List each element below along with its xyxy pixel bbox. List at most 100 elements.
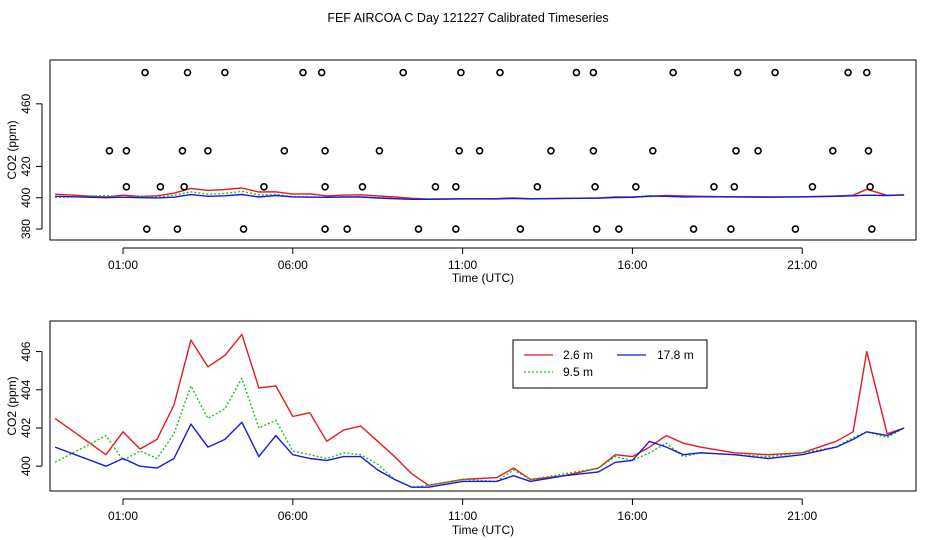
outlier-point (122, 182, 131, 191)
outlier-point (321, 182, 329, 191)
outlier-point (299, 68, 307, 77)
outlier-point (516, 225, 525, 233)
outlier-point (862, 68, 871, 77)
x-tick-label: 16:00 (617, 509, 647, 523)
outlier-point (866, 182, 874, 191)
outlier-point (591, 182, 599, 191)
y-tick-label: 400 (19, 187, 33, 207)
y-tick-label: 380 (19, 219, 33, 239)
y-tick-label: 400 (19, 456, 33, 476)
top-y-axis: 380 400 420 460 (19, 93, 43, 239)
top-series-layer (55, 187, 905, 201)
outlier-point (669, 68, 677, 77)
outlier-point (452, 182, 460, 191)
outlier-point (431, 182, 440, 191)
legend: 2.6 m 17.8 m 9.5 m (512, 339, 708, 389)
outlier-point (142, 225, 151, 233)
outlier-point (689, 225, 698, 233)
outlier-point (533, 182, 542, 191)
outlier-point (868, 225, 876, 233)
legend-box (512, 339, 708, 389)
outlier-point (791, 225, 800, 233)
outlier-point (572, 68, 581, 77)
outlier-point (733, 68, 742, 77)
outlier-point (710, 182, 718, 191)
outlier-point (221, 68, 229, 77)
bottom-plot-frame (49, 320, 917, 492)
y-tick-label: 406 (19, 341, 33, 361)
outlier-point (457, 68, 465, 77)
x-tick-label: 01:00 (108, 509, 138, 523)
bottom-series-layer (54, 333, 905, 488)
y-tick-label: 402 (19, 418, 33, 438)
bottom-y-axis: 400 402 404 406 (19, 341, 43, 476)
y-tick-label: 460 (19, 93, 33, 113)
outlier-point (156, 182, 165, 191)
outlier-point (727, 225, 735, 233)
x-tick-label: 06:00 (278, 509, 308, 523)
outlier-point (343, 225, 351, 233)
outlier-point (141, 68, 149, 77)
outlier-point (475, 146, 484, 155)
legend-label-9.5m: 9.5 m (563, 365, 593, 379)
x-tick-label: 11:00 (448, 258, 477, 272)
series-line-17.8m (55, 193, 905, 201)
outlier-point (844, 68, 852, 77)
outlier-point (632, 182, 640, 191)
outlier-point (260, 182, 268, 191)
y-tick-label: 420 (19, 156, 33, 176)
y-tick-label: 404 (19, 379, 33, 399)
series-line-17.8m (54, 421, 905, 488)
top-x-axis: 01:00 06:00 11:00 16:00 21:00 (108, 247, 818, 272)
figure-title: FEF AIRCOA C Day 121227 Calibrated Times… (327, 11, 608, 25)
top-outlier-points (105, 68, 876, 233)
top-x-axis-title: Time (UTC) (452, 271, 514, 285)
x-tick-label: 21:00 (787, 258, 817, 272)
outlier-point (828, 146, 837, 155)
series-line-9.5m (54, 377, 905, 488)
bottom-panel: 01:00 06:00 11:00 16:00 21:00 400 402 404 406 T… (5, 320, 917, 537)
top-plot-frame (49, 59, 917, 241)
outlier-point (204, 146, 212, 155)
x-tick-label: 06:00 (278, 258, 308, 272)
outlier-point (452, 225, 460, 233)
top-y-axis-title: CO2 (ppm) (5, 120, 19, 179)
outlier-point (280, 146, 289, 155)
bottom-y-axis-title: CO2 (ppm) (5, 376, 19, 435)
outlier-point (771, 68, 779, 77)
bottom-x-axis: 01:00 06:00 11:00 16:00 21:00 (108, 498, 818, 523)
series-line-2.6m (54, 333, 905, 486)
outlier-point (122, 146, 131, 155)
outlier-point (183, 68, 192, 77)
top-panel: 01:00 06:00 11:00 16:00 21:00 380 400 420 460 T… (5, 59, 917, 285)
outlier-point (547, 146, 555, 155)
x-tick-label: 16:00 (617, 258, 647, 272)
outlier-point (589, 68, 598, 77)
outlier-point (589, 146, 598, 155)
outlier-point (732, 146, 740, 155)
outlier-point (754, 146, 762, 155)
outlier-point (321, 146, 329, 155)
outlier-point (173, 225, 182, 233)
x-tick-label: 01:00 (108, 258, 138, 272)
outlier-point (358, 182, 367, 191)
outlier-point (375, 146, 384, 155)
outlier-point (592, 225, 601, 233)
outlier-point (180, 182, 188, 191)
outlier-point (321, 225, 329, 233)
outlier-point (730, 182, 739, 191)
outlier-point (649, 146, 657, 155)
outlier-point (414, 225, 423, 233)
outlier-point (615, 225, 623, 233)
x-tick-label: 11:00 (448, 509, 477, 523)
outlier-point (808, 182, 817, 191)
outlier-point (178, 146, 187, 155)
outlier-point (105, 146, 114, 155)
legend-label-17.8m: 17.8 m (657, 348, 694, 362)
bottom-x-axis-title: Time (UTC) (452, 523, 514, 537)
x-tick-label: 21:00 (787, 509, 817, 523)
outlier-point (496, 68, 504, 77)
outlier-point (317, 68, 326, 77)
outlier-point (239, 225, 248, 233)
